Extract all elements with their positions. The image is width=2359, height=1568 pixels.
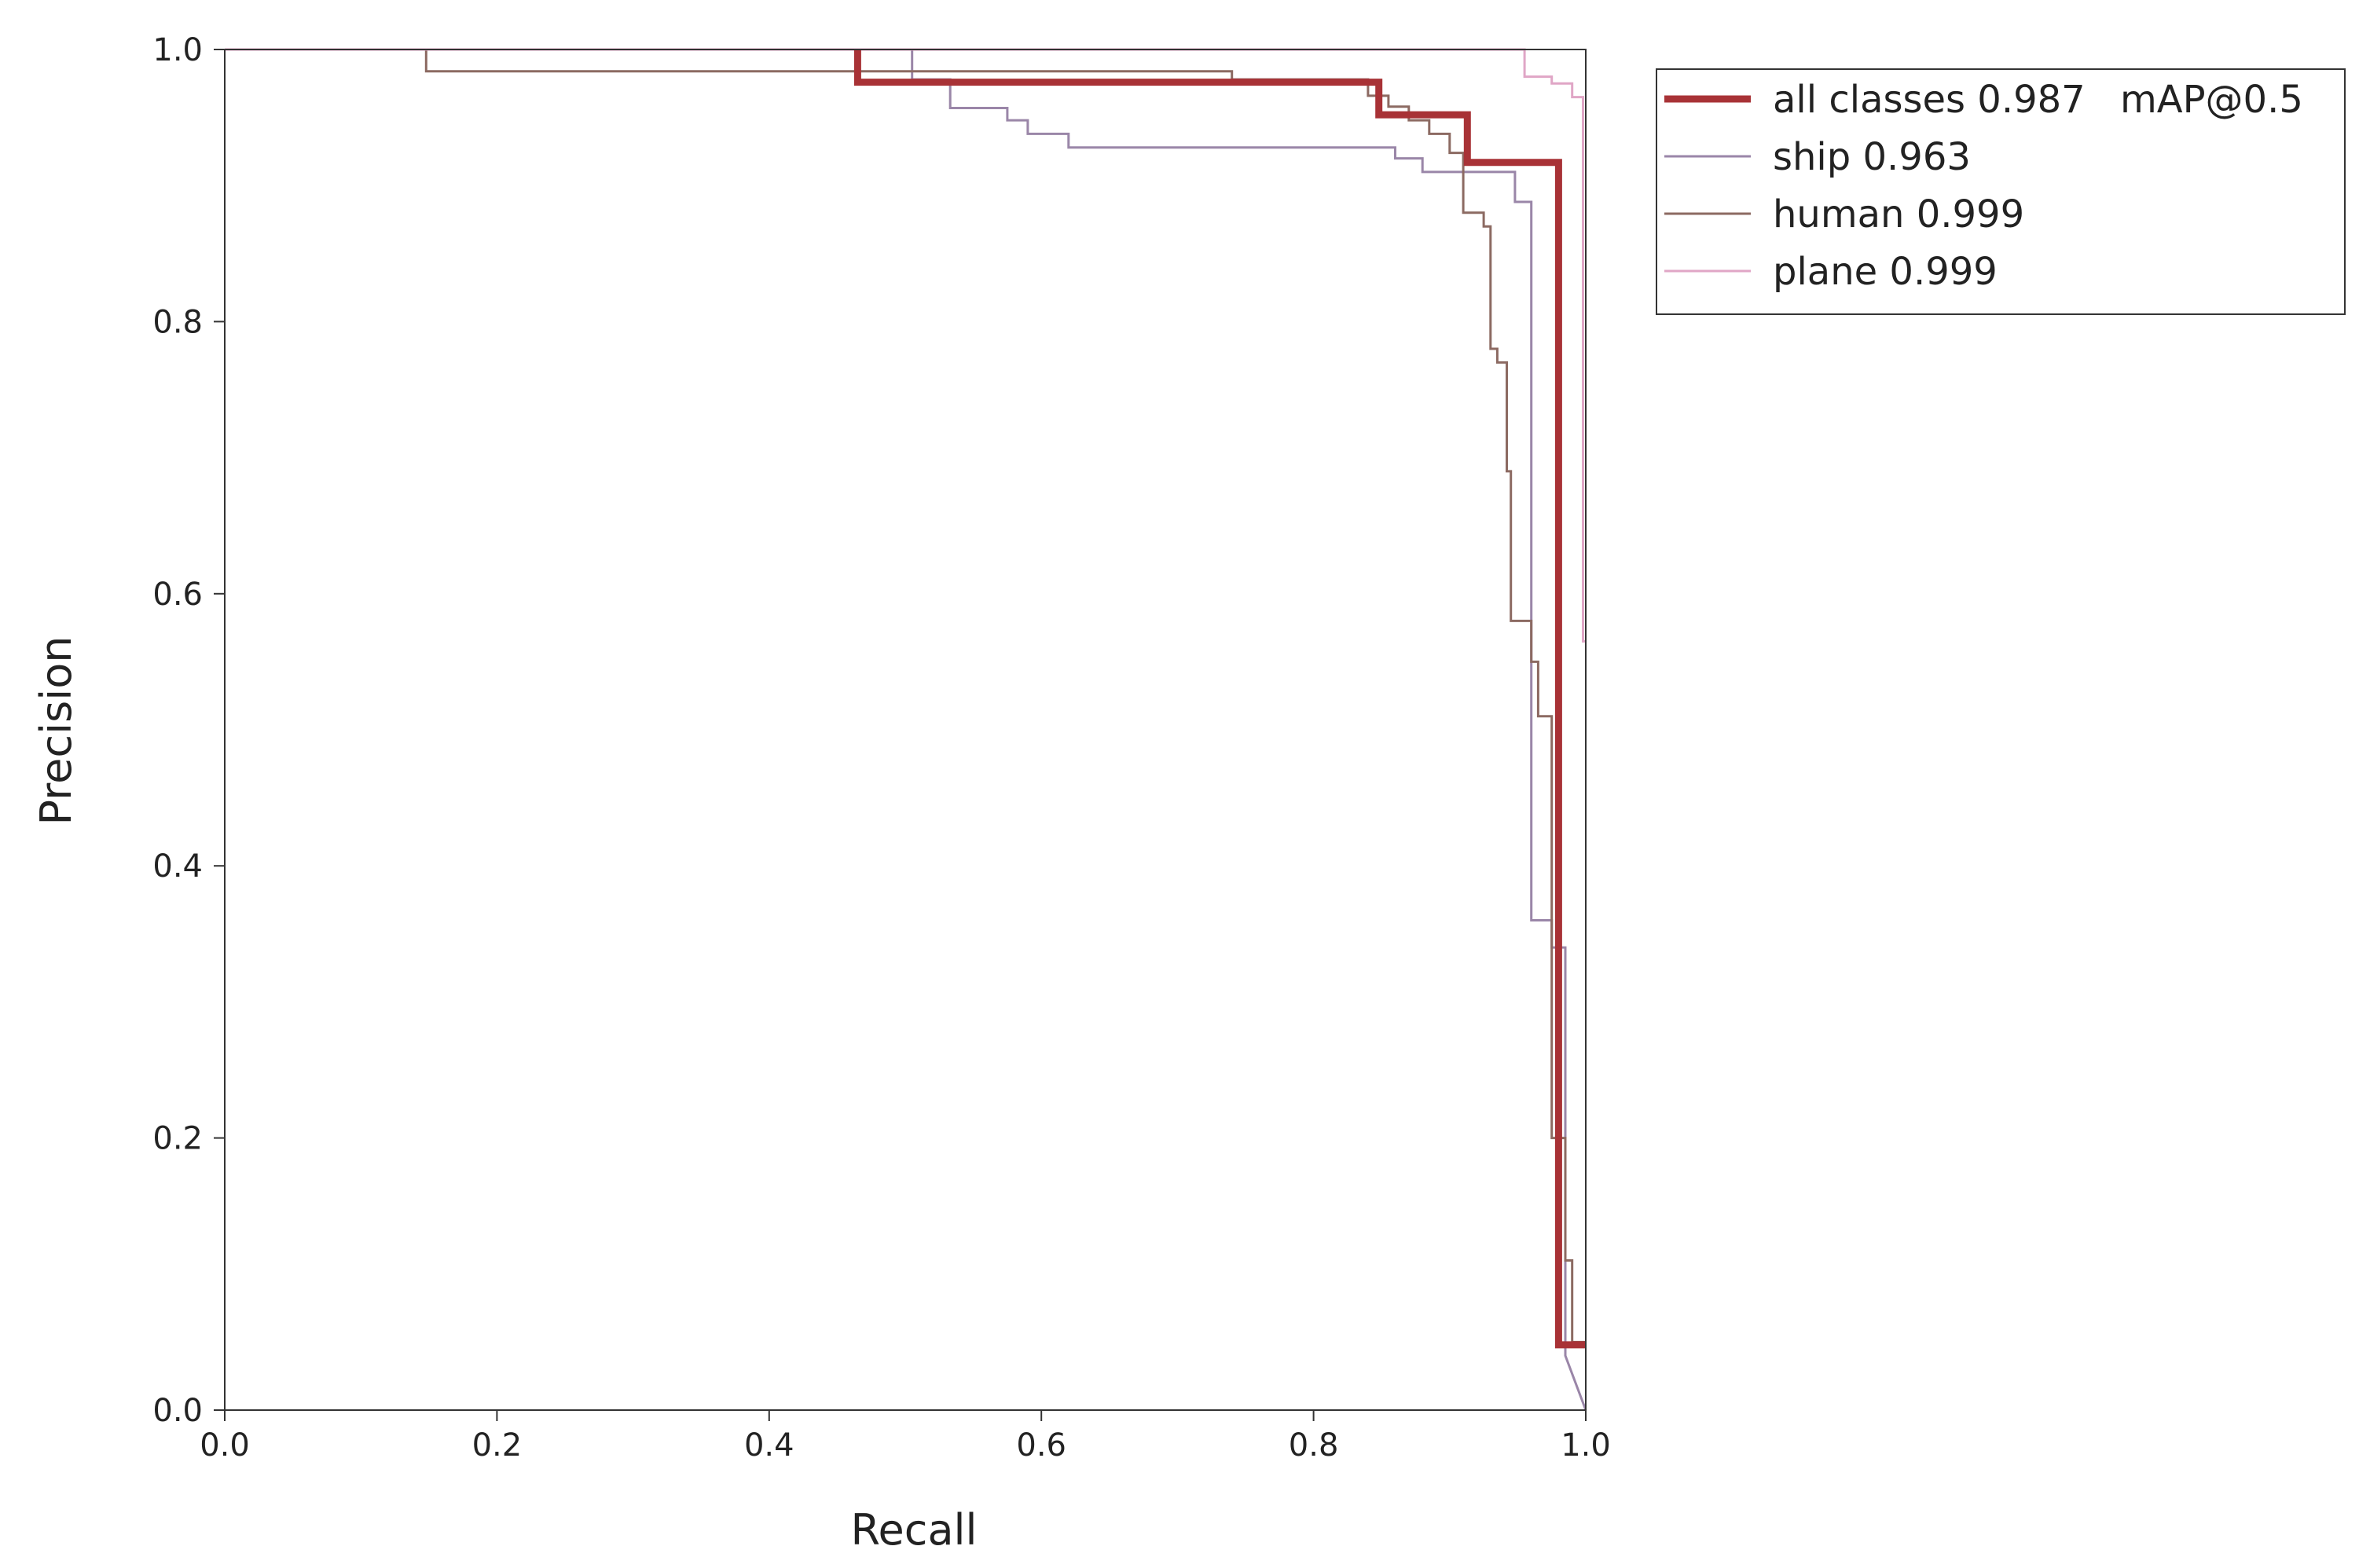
x-axis-title: Recall xyxy=(850,1505,977,1555)
y-axis-title: Precision xyxy=(31,636,81,826)
x-tick-label: 0.0 xyxy=(200,1427,250,1464)
legend-label-human: human 0.999 xyxy=(1773,192,2024,236)
axes: 0.0 0.2 0.4 0.6 0.8 1.0 0.0 0.2 0.4 0.6 0.8 1.0 xyxy=(152,32,1610,1464)
x-tick-label: 0.8 xyxy=(1289,1427,1339,1464)
series-line-human xyxy=(225,48,1586,1343)
plot-frame xyxy=(224,49,1587,1411)
y-tick-label: 1.0 xyxy=(152,32,203,68)
y-tick-label: 0.6 xyxy=(152,577,203,613)
y-tick-label: 0.2 xyxy=(152,1121,203,1157)
series-line-all-classes xyxy=(853,49,1586,1349)
y-tick-label: 0.4 xyxy=(152,848,203,885)
series-line-plane xyxy=(225,48,1586,643)
plot-area xyxy=(225,48,1587,1411)
legend-box xyxy=(1656,68,2346,315)
y-tick-label: 0.8 xyxy=(152,304,203,340)
x-tick-label: 0.2 xyxy=(472,1427,523,1464)
y-tick-label: 0.0 xyxy=(152,1393,203,1429)
x-tick-label: 1.0 xyxy=(1561,1427,1611,1464)
legend-label-plane: plane 0.999 xyxy=(1773,250,1998,294)
legend-label-ship: ship 0.963 xyxy=(1773,135,1971,179)
x-tick-label: 0.4 xyxy=(744,1427,794,1464)
legend: all classes 0.987 ship 0.963 human 0.999 pl… xyxy=(1656,68,2346,315)
legend-metric-note: mAP@0.5 xyxy=(2120,78,2303,122)
x-tick-label: 0.6 xyxy=(1016,1427,1066,1464)
legend-label-all-classes: all classes 0.987 xyxy=(1773,78,2086,122)
